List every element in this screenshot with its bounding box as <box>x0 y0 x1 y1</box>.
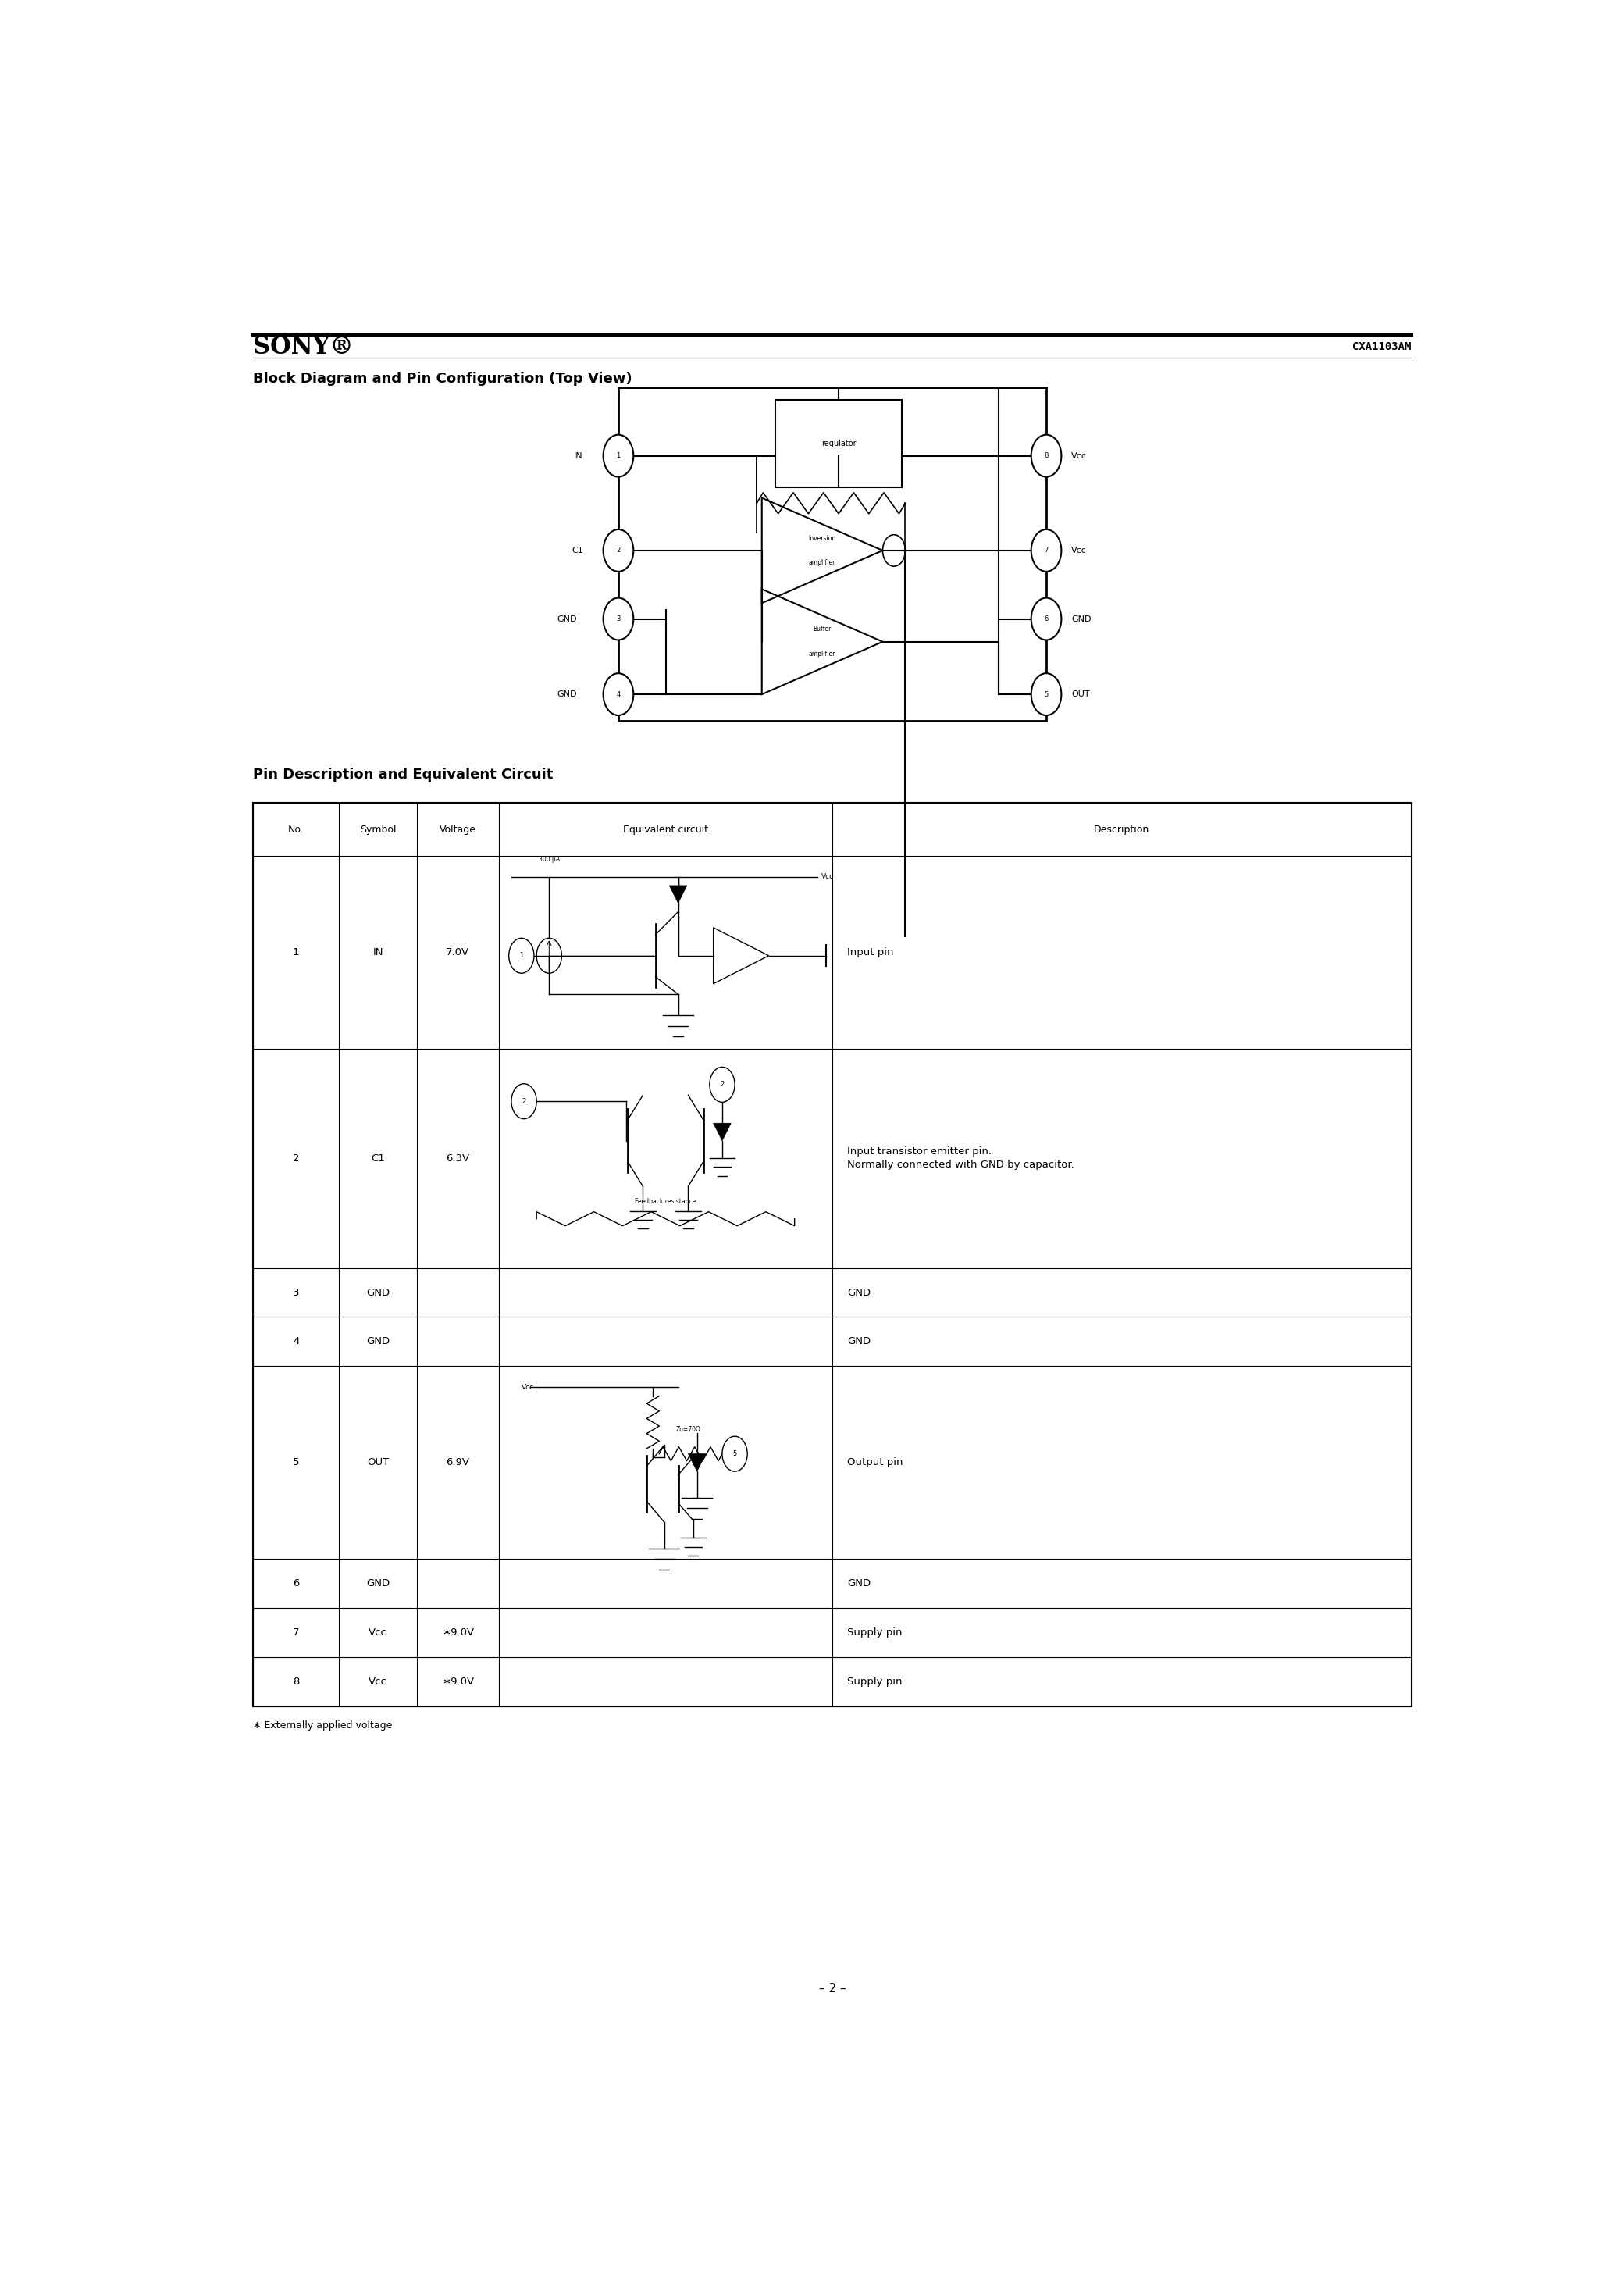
Text: Feedback resistance: Feedback resistance <box>635 1198 697 1205</box>
Text: GND: GND <box>365 1337 390 1346</box>
Text: 5: 5 <box>732 1451 737 1458</box>
Text: amplifier: amplifier <box>809 560 836 567</box>
Text: 7: 7 <box>1044 547 1049 554</box>
Text: 7: 7 <box>292 1629 299 1638</box>
Text: Input pin: Input pin <box>848 948 893 957</box>
Text: Block Diagram and Pin Configuration (Top View): Block Diagram and Pin Configuration (Top… <box>253 371 632 385</box>
Text: Supply pin: Supply pin <box>848 1629 903 1638</box>
Circle shape <box>1031 435 1062 476</box>
Text: 4: 4 <box>615 690 620 697</box>
Text: 4: 4 <box>292 1337 299 1346</box>
Text: 2: 2 <box>521 1098 526 1105</box>
Text: GND: GND <box>557 690 577 699</box>
Circle shape <box>1031 674 1062 715</box>
Text: C1: C1 <box>572 547 583 554</box>
Polygon shape <box>669 886 687 902</box>
Text: OUT: OUT <box>367 1458 390 1467</box>
Text: Description: Description <box>1095 825 1150 834</box>
Bar <box>619 387 1046 720</box>
Text: regulator: regulator <box>822 440 856 446</box>
Text: CXA1103AM: CXA1103AM <box>1353 342 1411 353</box>
Text: OUT: OUT <box>1072 690 1090 699</box>
Text: 6.3V: 6.3V <box>447 1153 469 1164</box>
Bar <box>253 804 1411 1706</box>
Text: Output pin: Output pin <box>848 1458 903 1467</box>
Text: Pin Description and Equivalent Circuit: Pin Description and Equivalent Circuit <box>253 768 554 781</box>
Text: GND: GND <box>848 1579 870 1588</box>
Text: amplifier: amplifier <box>809 652 836 658</box>
Text: GND: GND <box>365 1287 390 1298</box>
Circle shape <box>1031 528 1062 572</box>
Polygon shape <box>713 1123 731 1141</box>
Text: Vcc: Vcc <box>369 1677 387 1688</box>
Text: Inversion: Inversion <box>809 535 836 542</box>
Text: SONY®: SONY® <box>253 335 354 360</box>
Circle shape <box>710 1066 734 1103</box>
Text: – 2 –: – 2 – <box>818 1982 846 1996</box>
Polygon shape <box>689 1453 706 1472</box>
Circle shape <box>1031 597 1062 640</box>
Text: 1: 1 <box>520 952 523 959</box>
Text: 6: 6 <box>1044 615 1049 622</box>
Text: 8: 8 <box>292 1677 299 1688</box>
Text: IN: IN <box>372 948 383 957</box>
Circle shape <box>723 1437 747 1472</box>
Text: 6.9V: 6.9V <box>447 1458 469 1467</box>
Text: ∗9.0V: ∗9.0V <box>442 1629 474 1638</box>
Text: Equivalent circuit: Equivalent circuit <box>624 825 708 834</box>
Text: 7.0V: 7.0V <box>447 948 469 957</box>
Text: 5: 5 <box>292 1458 299 1467</box>
Text: GND: GND <box>848 1287 870 1298</box>
Circle shape <box>512 1084 536 1118</box>
Text: Voltage: Voltage <box>440 825 476 834</box>
Text: GND: GND <box>365 1579 390 1588</box>
Text: 1: 1 <box>292 948 299 957</box>
Text: 3: 3 <box>292 1287 299 1298</box>
Text: Symbol: Symbol <box>361 825 396 834</box>
Text: GND: GND <box>848 1337 870 1346</box>
Text: C1: C1 <box>370 1153 385 1164</box>
Text: ∗ Externally applied voltage: ∗ Externally applied voltage <box>253 1720 393 1731</box>
Text: GND: GND <box>557 615 577 622</box>
Text: Vcc: Vcc <box>1072 547 1086 554</box>
Bar <box>776 399 901 487</box>
Text: Zo=70Ω: Zo=70Ω <box>676 1426 700 1433</box>
Circle shape <box>603 528 633 572</box>
Text: 2: 2 <box>292 1153 299 1164</box>
Text: Buffer: Buffer <box>814 626 831 633</box>
Text: 6: 6 <box>292 1579 299 1588</box>
Circle shape <box>508 939 534 973</box>
Text: 3: 3 <box>615 615 620 622</box>
Text: 300 µA: 300 µA <box>539 857 560 863</box>
Text: Vcc: Vcc <box>1072 451 1086 460</box>
Text: Vcc: Vcc <box>369 1629 387 1638</box>
Text: 8: 8 <box>1044 453 1049 460</box>
Text: 2: 2 <box>719 1082 724 1089</box>
Text: Input transistor emitter pin.
Normally connected with GND by capacitor.: Input transistor emitter pin. Normally c… <box>848 1146 1075 1171</box>
Circle shape <box>603 597 633 640</box>
Text: No.: No. <box>287 825 304 834</box>
Text: GND: GND <box>1072 615 1091 622</box>
Circle shape <box>603 435 633 476</box>
Text: 5: 5 <box>1044 690 1049 697</box>
Text: 1: 1 <box>615 453 620 460</box>
Text: Vcc: Vcc <box>822 872 833 879</box>
Text: Supply pin: Supply pin <box>848 1677 903 1688</box>
Text: Vcc: Vcc <box>521 1383 534 1390</box>
Circle shape <box>603 674 633 715</box>
Text: IN: IN <box>573 451 583 460</box>
Text: 2: 2 <box>615 547 620 554</box>
Text: ∗9.0V: ∗9.0V <box>442 1677 474 1688</box>
